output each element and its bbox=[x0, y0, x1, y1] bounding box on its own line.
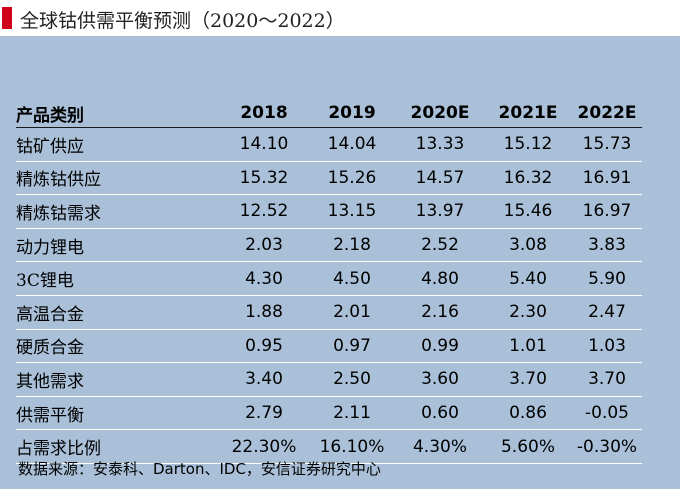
row-value: 2.47 bbox=[572, 295, 642, 330]
header-category: 产品类别 bbox=[16, 99, 220, 128]
table-row: 钴矿供应 14.10 14.04 13.33 15.12 15.73 bbox=[16, 127, 642, 162]
row-value: 14.04 bbox=[308, 127, 396, 162]
row-value: 1.01 bbox=[484, 329, 572, 364]
row-value: 16.10% bbox=[308, 429, 396, 464]
row-value: 1.88 bbox=[220, 295, 308, 330]
row-value: 15.32 bbox=[220, 161, 308, 196]
table-row: 其他需求 3.40 2.50 3.60 3.70 3.70 bbox=[16, 362, 642, 397]
table-row: 3C锂电 4.30 4.50 4.80 5.40 5.90 bbox=[16, 261, 642, 296]
row-value: 4.30 bbox=[220, 261, 308, 296]
header-2018: 2018 bbox=[220, 99, 308, 128]
row-value: 16.91 bbox=[572, 161, 642, 196]
row-value: 5.90 bbox=[572, 261, 642, 296]
row-value: 13.97 bbox=[396, 194, 484, 229]
row-value: 5.40 bbox=[484, 261, 572, 296]
title-bar: 全球钴供需平衡预测（2020～2022） bbox=[0, 0, 680, 36]
row-value: 0.95 bbox=[220, 329, 308, 364]
table-body: 钴矿供应 14.10 14.04 13.33 15.12 15.73 精炼钴供应 15.32 1… bbox=[16, 127, 642, 464]
row-value: 15.26 bbox=[308, 161, 396, 196]
row-value: 15.12 bbox=[484, 127, 572, 162]
row-value: 13.33 bbox=[396, 127, 484, 162]
header-row: 产品类别 2018 2019 2020E 2021E 2022E bbox=[16, 99, 642, 128]
row-value: 3.08 bbox=[484, 228, 572, 263]
row-value: 2.16 bbox=[396, 295, 484, 330]
row-label: 精炼钴需求 bbox=[16, 194, 220, 229]
row-label: 动力锂电 bbox=[16, 228, 220, 263]
row-value: 16.32 bbox=[484, 161, 572, 196]
row-value: 0.60 bbox=[396, 396, 484, 431]
row-value: 13.15 bbox=[308, 194, 396, 229]
source-note: 数据来源：安泰科、Darton、IDC，安信证券研究中心 bbox=[18, 460, 381, 478]
row-value: 0.99 bbox=[396, 329, 484, 364]
row-label: 钴矿供应 bbox=[16, 127, 220, 162]
row-value: 4.30% bbox=[396, 429, 484, 464]
row-value: 3.83 bbox=[572, 228, 642, 263]
row-value: 3.40 bbox=[220, 362, 308, 397]
row-value: 16.97 bbox=[572, 194, 642, 229]
row-value: 1.03 bbox=[572, 329, 642, 364]
row-value: 2.52 bbox=[396, 228, 484, 263]
row-value: 0.97 bbox=[308, 329, 396, 364]
row-value: 4.50 bbox=[308, 261, 396, 296]
table-row: 高温合金 1.88 2.01 2.16 2.30 2.47 bbox=[16, 295, 642, 330]
table-row: 精炼钴需求 12.52 13.15 13.97 15.46 16.97 bbox=[16, 194, 642, 229]
table-row: 精炼钴供应 15.32 15.26 14.57 16.32 16.91 bbox=[16, 161, 642, 196]
row-label: 精炼钴供应 bbox=[16, 161, 220, 196]
row-value: 2.11 bbox=[308, 396, 396, 431]
row-label: 占需求比例 bbox=[16, 429, 220, 464]
row-value: 15.46 bbox=[484, 194, 572, 229]
table-row: 供需平衡 2.79 2.11 0.60 0.86 -0.05 bbox=[16, 396, 642, 431]
row-label: 硬质合金 bbox=[16, 329, 220, 364]
row-label: 3C锂电 bbox=[16, 261, 220, 296]
row-value: 0.86 bbox=[484, 396, 572, 431]
row-value: 14.10 bbox=[220, 127, 308, 162]
row-value: 2.30 bbox=[484, 295, 572, 330]
row-value: -0.30% bbox=[572, 429, 642, 464]
row-value: 2.79 bbox=[220, 396, 308, 431]
row-value: 5.60% bbox=[484, 429, 572, 464]
header-2019: 2019 bbox=[308, 99, 396, 128]
row-value: 2.03 bbox=[220, 228, 308, 263]
row-label: 其他需求 bbox=[16, 362, 220, 397]
table-row: 硬质合金 0.95 0.97 0.99 1.01 1.03 bbox=[16, 329, 642, 364]
row-value: 3.60 bbox=[396, 362, 484, 397]
row-value: 2.01 bbox=[308, 295, 396, 330]
row-label: 高温合金 bbox=[16, 295, 220, 330]
row-value: 12.52 bbox=[220, 194, 308, 229]
row-value: 22.30% bbox=[220, 429, 308, 464]
row-label: 供需平衡 bbox=[16, 396, 220, 431]
row-value: 15.73 bbox=[572, 127, 642, 162]
row-value: 2.50 bbox=[308, 362, 396, 397]
row-value: 2.18 bbox=[308, 228, 396, 263]
header-2021e: 2021E bbox=[484, 99, 572, 128]
row-value: 14.57 bbox=[396, 161, 484, 196]
header-2020e: 2020E bbox=[396, 99, 484, 128]
row-value: 3.70 bbox=[572, 362, 642, 397]
row-value: 3.70 bbox=[484, 362, 572, 397]
title-marker bbox=[2, 7, 12, 29]
data-table: 产品类别 2018 2019 2020E 2021E 2022E 钴矿供应 14.… bbox=[16, 99, 642, 464]
row-value: -0.05 bbox=[572, 396, 642, 431]
page-title: 全球钴供需平衡预测（2020～2022） bbox=[20, 10, 345, 32]
table-row: 占需求比例 22.30% 16.10% 4.30% 5.60% -0.30% bbox=[16, 429, 642, 464]
header-2022e: 2022E bbox=[572, 99, 642, 128]
table-row: 动力锂电 2.03 2.18 2.52 3.08 3.83 bbox=[16, 228, 642, 263]
row-value: 4.80 bbox=[396, 261, 484, 296]
